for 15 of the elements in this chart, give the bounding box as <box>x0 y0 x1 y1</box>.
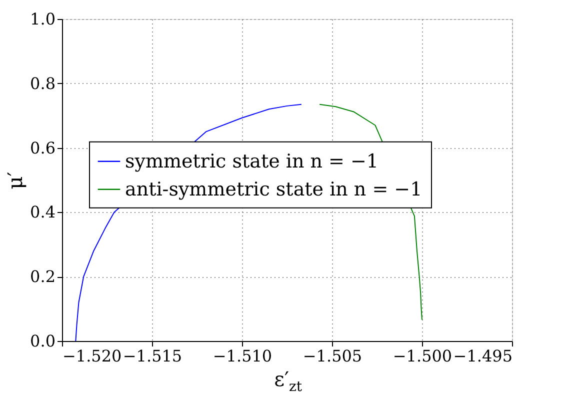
x-tick-label: −1.520 <box>62 346 122 366</box>
y-tick-label: 0.8 <box>30 74 56 93</box>
x-tick-label: −1.495 <box>453 346 512 366</box>
y-tick-label: 0.4 <box>30 202 56 222</box>
x-tick-label: −1.510 <box>212 346 272 366</box>
legend-label: anti-symmetric state in n = −1 <box>125 178 422 200</box>
x-tick-label: −1.515 <box>122 346 182 366</box>
legend-label: symmetric state in n = −1 <box>125 150 378 172</box>
y-axis-title: μ′ <box>3 171 28 190</box>
x-tick-label: −1.505 <box>302 346 362 366</box>
y-tick-label: 0.0 <box>30 332 56 350</box>
y-tick-label: 1.0 <box>30 10 56 28</box>
x-tick-label: −1.500 <box>392 346 452 366</box>
y-tick-label: 0.6 <box>30 138 56 158</box>
y-tick-label: 0.2 <box>30 267 56 286</box>
